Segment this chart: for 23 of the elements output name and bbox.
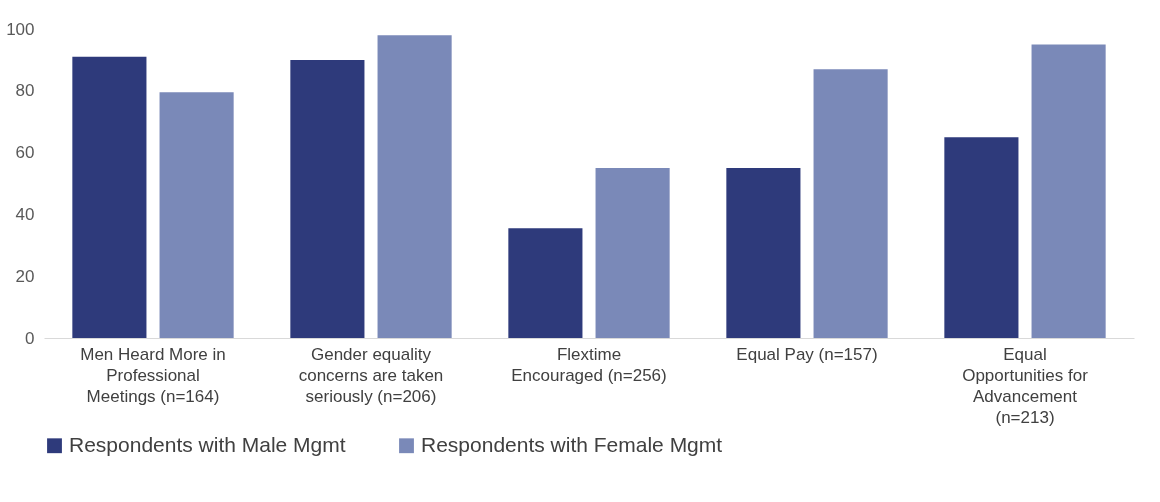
x-tick-label: Equal Pay (n=157): [736, 344, 878, 364]
y-tick-label: 60: [15, 143, 35, 163]
bar: [726, 168, 801, 338]
bar: [290, 59, 365, 338]
bar: [1031, 44, 1106, 338]
y-tick-label: 40: [15, 204, 35, 224]
x-tick-label: Gender equality concerns are taken seriously (n=206): [298, 344, 444, 406]
y-tick-label: 80: [15, 81, 35, 101]
y-tick-label: 0: [25, 328, 35, 348]
bar: [159, 92, 234, 338]
y-tick-label: 20: [15, 266, 35, 286]
x-tick-label: Equal Opportunities for Advancement (n=213): [962, 344, 1089, 427]
y-tick-label: 100: [6, 19, 35, 39]
bar: [508, 228, 583, 338]
bar: [72, 56, 147, 338]
legend-label: Respondents with Male Mgmt: [69, 432, 346, 456]
bar: [813, 69, 888, 338]
x-tick-label: Men Heard More in Professional Meetings (n=164): [80, 344, 226, 406]
bar: [595, 168, 670, 338]
bar: [377, 35, 452, 338]
legend-label: Respondents with Female Mgmt: [421, 432, 723, 456]
bar: [944, 137, 1019, 338]
x-tick-label: Flextime Encouraged (n=256): [511, 344, 667, 385]
